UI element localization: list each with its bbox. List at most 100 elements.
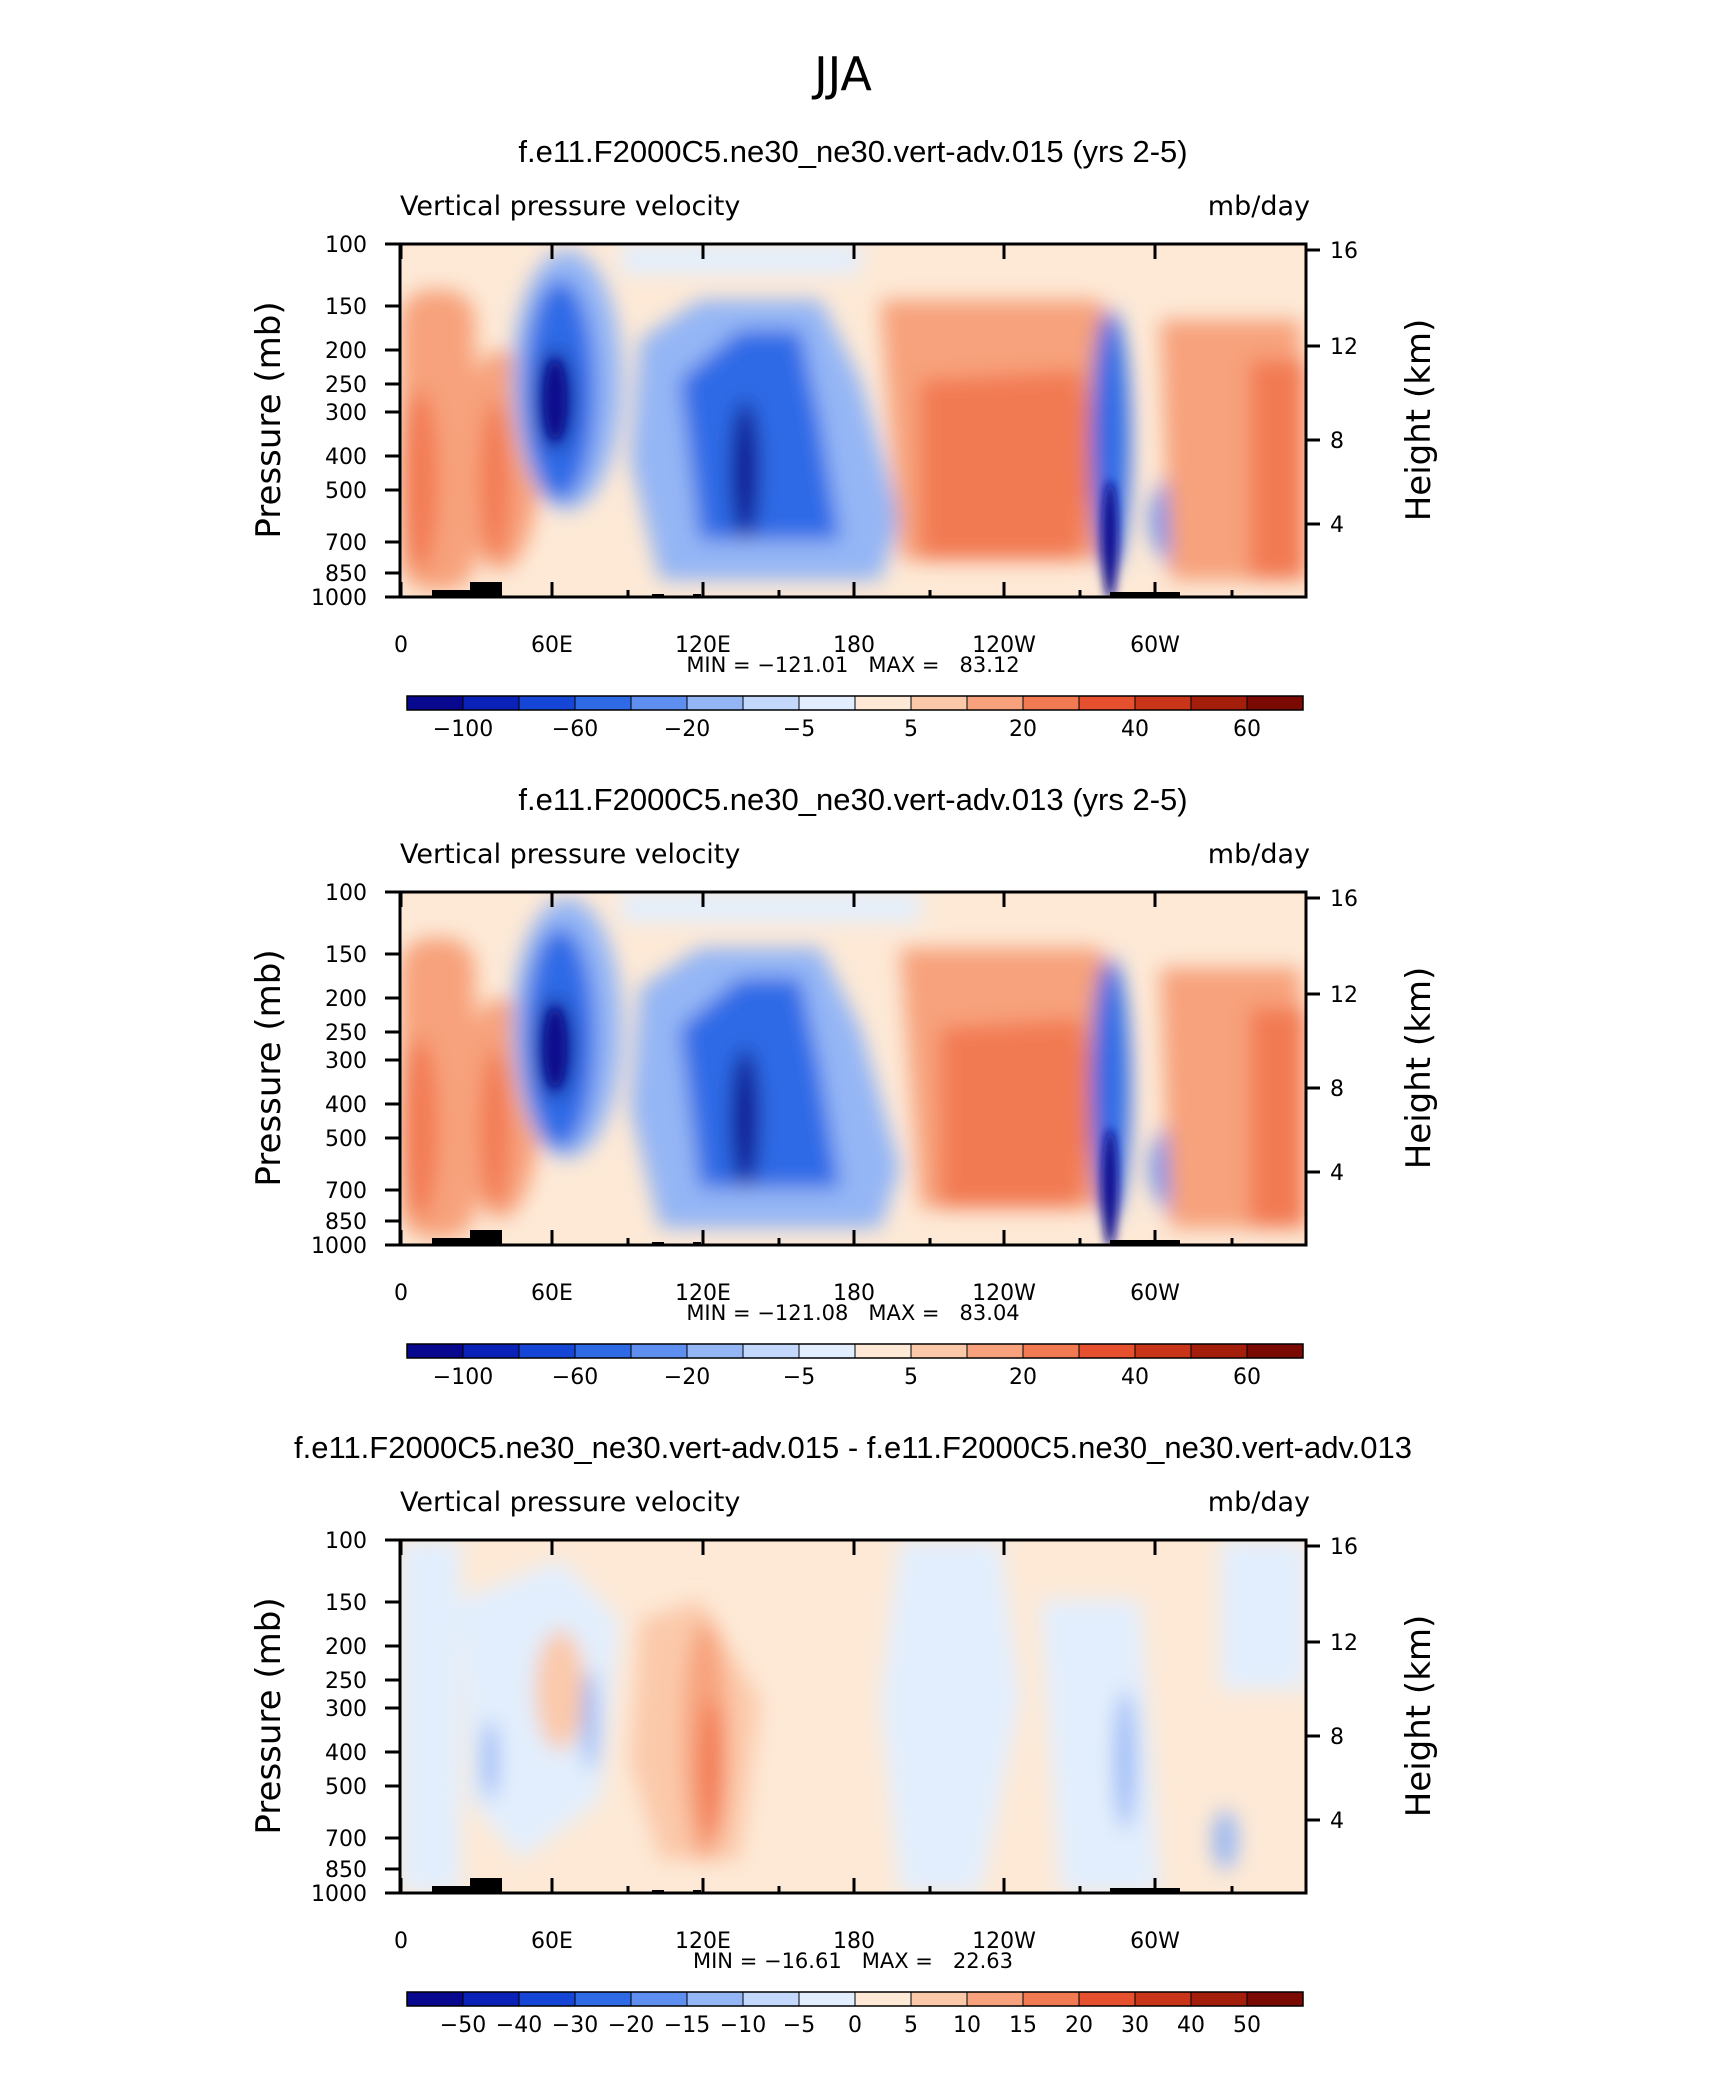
- colorbar-label: 20: [1065, 2013, 1093, 2038]
- x-tick-label: 0: [394, 1281, 408, 1306]
- colorbar-swatch: [1247, 1344, 1304, 1358]
- colorbar-swatch: [855, 696, 912, 710]
- colorbar-swatch: [1079, 1344, 1136, 1358]
- colorbar-label: −50: [440, 2013, 486, 2038]
- colorbar-swatch: [1023, 1344, 1080, 1358]
- colorbar-label: 20: [1009, 1365, 1037, 1390]
- x-tick-label: 60W: [1130, 1281, 1180, 1306]
- heatmap-field: [400, 1540, 1306, 1893]
- y2-tick-label: 12: [1330, 1631, 1358, 1656]
- y-axis-title: Pressure (mb): [249, 949, 289, 1186]
- y-tick-label: 200: [325, 1635, 367, 1660]
- colorbar-swatch: [911, 1344, 968, 1358]
- y-tick-label: 850: [325, 1858, 367, 1883]
- colorbar-label: 20: [1009, 717, 1037, 742]
- x-tick-label: 120E: [675, 1281, 731, 1306]
- colorbar-swatch: [407, 1992, 464, 2006]
- units-label: mb/day: [1208, 191, 1310, 222]
- colorbar-swatch: [1079, 696, 1136, 710]
- stats-label: MIN = −121.01 MAX = 83.12: [686, 653, 1019, 677]
- colorbar-label: −100: [433, 717, 493, 742]
- y-tick-label: 1000: [311, 1234, 367, 1259]
- colorbar-label: 5: [904, 2013, 918, 2038]
- y-axis-title: Pressure (mb): [249, 301, 289, 538]
- colorbar-swatch: [799, 696, 856, 710]
- y2-tick-label: 12: [1330, 983, 1358, 1008]
- y-tick-label: 250: [325, 373, 367, 398]
- colorbar-swatch: [631, 1344, 688, 1358]
- y-tick-label: 500: [325, 479, 367, 504]
- units-label: mb/day: [1208, 839, 1310, 870]
- colorbar-swatch: [519, 1344, 576, 1358]
- colorbar-swatch: [1135, 1992, 1192, 2006]
- page-title: JJA: [811, 47, 872, 101]
- colorbar-label: −15: [664, 2013, 710, 2038]
- colorbar-label: 40: [1177, 2013, 1205, 2038]
- colorbar: −50 −40 −30 −20 −15 −10 −5 0 5 10 15 20 30 40 50: [406, 1991, 1304, 2038]
- y2-axis: 16 12 8 4 Height (km): [1306, 887, 1439, 1186]
- y-tick-label: 300: [325, 1049, 367, 1074]
- x-tick-label: 60E: [531, 1929, 573, 1954]
- heatmap-field: [400, 244, 1306, 597]
- colorbar-swatch: [687, 696, 744, 710]
- y2-axis: 16 12 8 4 Height (km): [1306, 1535, 1439, 1834]
- colorbar-swatch: [1079, 1992, 1136, 2006]
- colorbar-label: −20: [664, 1365, 710, 1390]
- y-tick-label: 100: [325, 1529, 367, 1554]
- x-tick-label: 120W: [972, 1281, 1036, 1306]
- colorbar-swatch: [575, 1344, 632, 1358]
- y2-tick-label: 4: [1330, 513, 1344, 538]
- colorbar-label: 10: [953, 2013, 981, 2038]
- y-tick-label: 400: [325, 445, 367, 470]
- colorbar-swatch: [1135, 696, 1192, 710]
- colorbar-label: 5: [904, 717, 918, 742]
- colorbar: −100 −60 −20 −5 5 20 40 60: [406, 1343, 1304, 1390]
- left-label: Vertical pressure velocity: [400, 1487, 740, 1518]
- colorbar-swatch: [743, 1992, 800, 2006]
- colorbar-swatch: [575, 1992, 632, 2006]
- x-axis: 0 60E 120E 180 120W 60W MIN = −121.08 MA…: [394, 892, 1234, 1325]
- left-label: Vertical pressure velocity: [400, 191, 740, 222]
- colorbar-label: 50: [1233, 2013, 1261, 2038]
- colorbar-swatch: [407, 696, 464, 710]
- colorbar-swatch: [855, 1344, 912, 1358]
- colorbar-swatch: [519, 1992, 576, 2006]
- chart-title: f.e11.F2000C5.ne30_ne30.vert-adv.015 (yr…: [518, 134, 1187, 169]
- colorbar-label: −30: [552, 2013, 598, 2038]
- colorbar-swatch: [911, 696, 968, 710]
- y2-axis-title: Height (km): [1399, 967, 1439, 1170]
- x-tick-label: 60W: [1130, 633, 1180, 658]
- x-tick-label: 180: [833, 633, 875, 658]
- heatmap-field: [400, 892, 1306, 1245]
- colorbar-swatch: [463, 696, 520, 710]
- colorbar-swatch: [1135, 1344, 1192, 1358]
- colorbar-swatch: [1247, 1992, 1304, 2006]
- chart-title: f.e11.F2000C5.ne30_ne30.vert-adv.015 - f…: [294, 1430, 1412, 1465]
- y-tick-label: 100: [325, 881, 367, 906]
- colorbar-swatch: [463, 1992, 520, 2006]
- x-tick-label: 120E: [675, 1929, 731, 1954]
- colorbar-label: −40: [496, 2013, 542, 2038]
- y2-axis-title: Height (km): [1399, 1615, 1439, 1818]
- y-tick-label: 250: [325, 1021, 367, 1046]
- colorbar-swatch: [855, 1992, 912, 2006]
- colorbar-label: −100: [433, 1365, 493, 1390]
- y-tick-label: 150: [325, 295, 367, 320]
- y-tick-label: 400: [325, 1093, 367, 1118]
- colorbar-label: −5: [783, 1365, 815, 1390]
- chart-panel-3: f.e11.F2000C5.ne30_ne30.vert-adv.015 - f…: [249, 1430, 1439, 2038]
- y2-tick-label: 4: [1330, 1809, 1344, 1834]
- y2-axis-title: Height (km): [1399, 319, 1439, 522]
- colorbar-label: −5: [783, 2013, 815, 2038]
- colorbar-swatch: [631, 696, 688, 710]
- units-label: mb/day: [1208, 1487, 1310, 1518]
- y-axis-title: Pressure (mb): [249, 1597, 289, 1834]
- colorbar-label: 0: [848, 2013, 862, 2038]
- y2-tick-label: 16: [1330, 1535, 1358, 1560]
- colorbar-label: 60: [1233, 1365, 1261, 1390]
- colorbar-swatch: [967, 1344, 1024, 1358]
- y-tick-label: 700: [325, 531, 367, 556]
- y2-tick-label: 4: [1330, 1161, 1344, 1186]
- x-tick-label: 120W: [972, 633, 1036, 658]
